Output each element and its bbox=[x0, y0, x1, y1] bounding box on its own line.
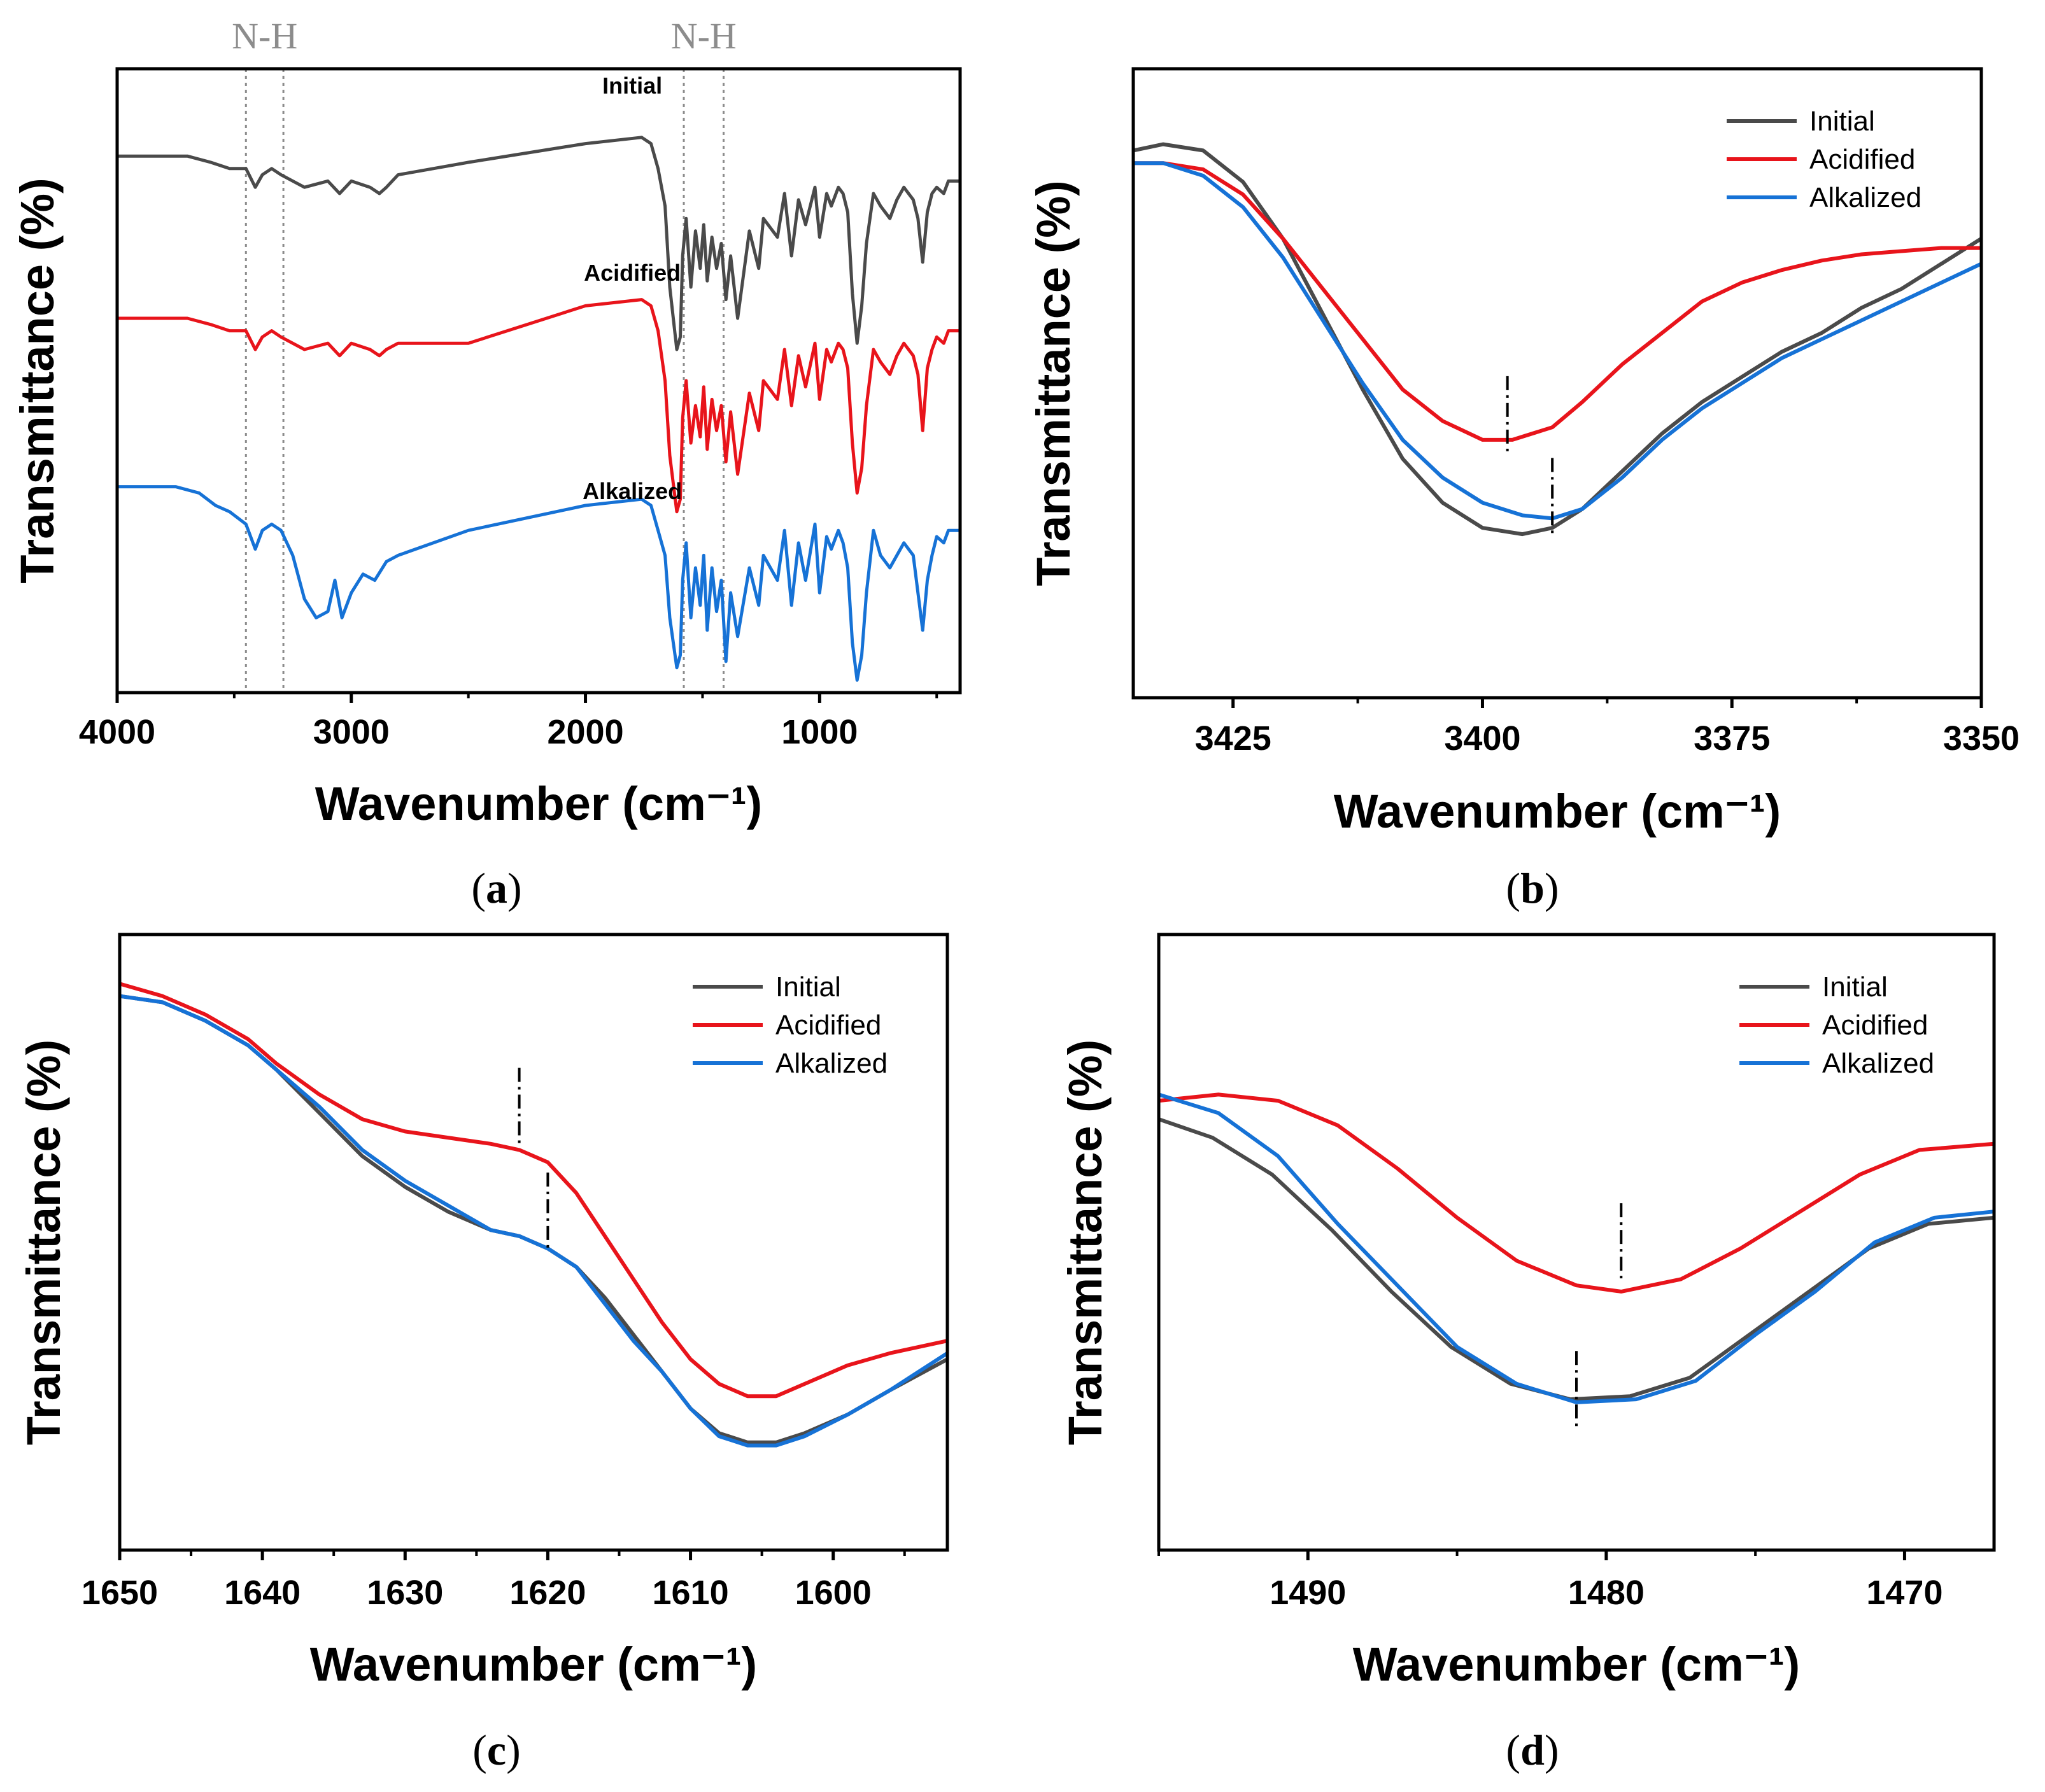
legend-label-acidified: Acidified bbox=[775, 1010, 881, 1041]
x-axis-title: Wavenumber (cm⁻¹) bbox=[315, 777, 762, 830]
legend-label-initial: Initial bbox=[1809, 106, 1875, 137]
panel-caption: (b) bbox=[1506, 864, 1559, 912]
x-tick-label: 1630 bbox=[367, 1574, 443, 1612]
panel-c: 1650 1640 1630 1620 1610 1600 Wavenumber (cm⁻¹… bbox=[17, 933, 949, 1774]
panel-a: N-H N-H Initial Acidified Alkalized 4000 3000 2… bbox=[11, 15, 962, 912]
nh-guide-label: N-H bbox=[671, 15, 737, 57]
x-tick-label: 4000 bbox=[79, 713, 155, 751]
series-line-initial bbox=[117, 136, 960, 351]
x-tick-label: 3425 bbox=[1195, 719, 1271, 758]
x-tick-label: 1480 bbox=[1568, 1574, 1645, 1612]
legend-label-acidified: Acidified bbox=[1809, 144, 1915, 175]
x-tick-label: 3400 bbox=[1444, 719, 1520, 758]
x-tick-label: 1490 bbox=[1270, 1574, 1346, 1612]
trace-label-initial: Initial bbox=[602, 73, 662, 99]
trace-label-acidified: Acidified bbox=[584, 260, 681, 286]
x-axis-title: Wavenumber (cm⁻¹) bbox=[310, 1638, 757, 1691]
panel-caption: (a) bbox=[471, 864, 521, 912]
series-line-acidified bbox=[1158, 1092, 1995, 1294]
nh-guide-label: N-H bbox=[232, 15, 297, 57]
x-tick-label: 1000 bbox=[781, 713, 858, 751]
x-tick-label: 1650 bbox=[81, 1574, 158, 1612]
x-tick-label: 3350 bbox=[1943, 719, 2020, 758]
plot-frame bbox=[1131, 67, 1983, 700]
series-line-alkalized bbox=[117, 485, 960, 682]
y-axis-title: Transmittance (%) bbox=[11, 178, 64, 583]
x-axis-title: Wavenumber (cm⁻¹) bbox=[1353, 1638, 1800, 1691]
panel-b: 3425 3400 3375 3350 Wavenumber (cm⁻¹) Transmi… bbox=[1027, 67, 2020, 912]
plot-frame bbox=[1157, 933, 1996, 1552]
panel-d: 1490 1480 1470 Wavenumber (cm⁻¹) Transmittan… bbox=[1059, 933, 1996, 1774]
legend-label-initial: Initial bbox=[775, 971, 841, 1003]
legend-label-alkalized: Alkalized bbox=[775, 1048, 888, 1079]
x-tick-label: 1600 bbox=[795, 1574, 872, 1612]
legend-label-initial: Initial bbox=[1822, 971, 1888, 1003]
x-axis-title: Wavenumber (cm⁻¹) bbox=[1334, 785, 1781, 838]
series-line-alkalized bbox=[1158, 1092, 1995, 1404]
series-line-acidified bbox=[119, 982, 948, 1399]
legend-label-alkalized: Alkalized bbox=[1809, 182, 1921, 213]
x-tick-label: 3375 bbox=[1694, 719, 1770, 758]
y-axis-title: Transmittance (%) bbox=[1059, 1040, 1112, 1445]
panel-caption: (d) bbox=[1506, 1726, 1559, 1774]
x-tick-label: 1640 bbox=[224, 1574, 301, 1612]
y-axis-title: Transmittance (%) bbox=[17, 1040, 70, 1445]
x-tick-label: 2000 bbox=[547, 713, 623, 751]
x-tick-label: 1610 bbox=[652, 1574, 728, 1612]
x-tick-label: 1470 bbox=[1866, 1574, 1942, 1612]
plot-frame bbox=[118, 933, 949, 1552]
series-line-acidified bbox=[1133, 161, 1981, 442]
x-tick-label: 1620 bbox=[509, 1574, 586, 1612]
series-line-acidified bbox=[117, 298, 960, 514]
plot-frame bbox=[115, 67, 962, 695]
panel-caption: (c) bbox=[472, 1726, 521, 1774]
trace-label-alkalized: Alkalized bbox=[583, 478, 682, 504]
series-line-initial bbox=[1133, 142, 1983, 537]
legend-label-acidified: Acidified bbox=[1822, 1010, 1928, 1041]
x-tick-label: 3000 bbox=[313, 713, 390, 751]
series-line-alkalized bbox=[119, 994, 949, 1448]
legend-label-alkalized: Alkalized bbox=[1822, 1048, 1934, 1079]
y-axis-title: Transmittance (%) bbox=[1027, 180, 1080, 586]
